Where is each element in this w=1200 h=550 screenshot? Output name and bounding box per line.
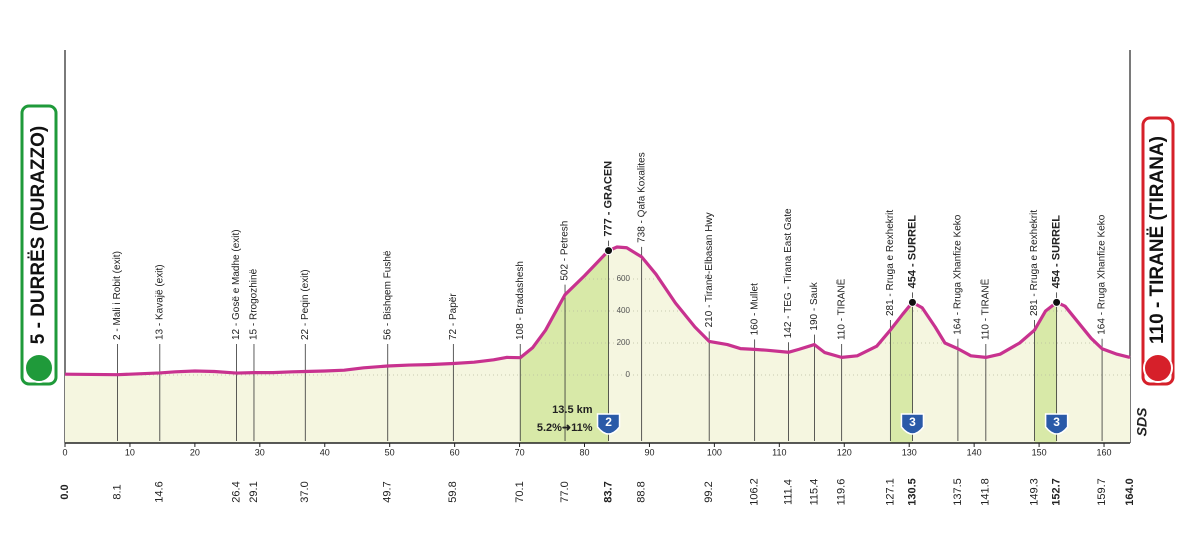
waypoint-km: 152.7 [1051, 478, 1063, 506]
category-badge [596, 413, 621, 435]
start-label: 5 - DURRËS (DURAZZO) [28, 126, 49, 345]
waypoint-km: 0.0 [59, 484, 71, 499]
waypoint-km: 137.5 [952, 478, 964, 506]
waypoint-label: 72 - Papër [448, 293, 459, 340]
waypoint-km: 49.7 [382, 481, 394, 502]
waypoint-km: 164.0 [1124, 478, 1136, 506]
start-badge [20, 104, 58, 386]
summit-dot [907, 297, 917, 307]
x-tick-label: 130 [902, 447, 917, 457]
waypoint-km: 127.1 [884, 478, 896, 506]
category-badge [900, 413, 925, 435]
waypoint-km: 37.0 [299, 481, 311, 502]
y-tick-label: 400 [617, 306, 631, 315]
x-tick-label: 0 [62, 447, 67, 457]
waypoint-km: 141.8 [980, 478, 992, 506]
waypoint-label: 12 - Gosë e Madhe (exit) [231, 229, 242, 340]
waypoint-km: 26.4 [230, 481, 242, 502]
waypoint-km: 115.4 [808, 479, 820, 506]
waypoint-label: 56 - Bishqem Fushë [382, 250, 393, 340]
waypoint-label: 110 - TIRANË [835, 278, 847, 340]
climb-area [1034, 302, 1057, 443]
waypoint-km: 8.1 [112, 484, 124, 499]
x-tick-label: 10 [125, 447, 135, 457]
waypoint-km: 14.6 [154, 481, 166, 502]
x-tick-label: 70 [515, 447, 525, 457]
x-tick-label: 40 [320, 447, 330, 457]
waypoint-km: 111.4 [782, 479, 794, 505]
waypoint-km: 99.2 [703, 481, 715, 502]
waypoint-km: 130.5 [906, 478, 918, 506]
waypoint-km: 59.8 [447, 481, 459, 502]
x-tick-label: 90 [644, 447, 654, 457]
y-tick-label: 0 [626, 370, 631, 379]
top-layer [64, 245, 1131, 377]
x-tick-label: 110 [772, 447, 786, 457]
waypoint-label: 2 - Mali i Robit (exit) [112, 251, 123, 340]
waypoint-km: 83.7 [602, 481, 614, 502]
waypoint-label: 142 - TEG - Tirana East Gate [783, 208, 794, 338]
category-label: 3 [1053, 415, 1060, 429]
x-tick-label: 150 [1032, 447, 1047, 457]
finish-badge [1141, 116, 1175, 386]
summit-dot [1052, 297, 1062, 307]
x-tick-label: 140 [967, 447, 982, 457]
waypoint-label: 210 - Tiranë-Elbasan Hwy [704, 212, 715, 327]
waypoint-label: 502 - Petresh [560, 221, 571, 281]
start-icon [24, 353, 54, 383]
x-tick-label: 120 [837, 447, 852, 457]
waypoint-label: 190 - Sauk [809, 281, 820, 330]
waypoint-label: 777 - GRACEN [602, 161, 614, 237]
waypoint-label: 15 - Rrogozhinë [249, 268, 260, 340]
finish-label: 110 - TIRANË (TIRANA) [1147, 136, 1168, 344]
climb-area [520, 250, 609, 443]
waypoint-km: 149.3 [1028, 478, 1040, 506]
waypoint-label: 22 - Peqin (exit) [300, 269, 311, 340]
profile-line [64, 245, 1131, 377]
x-tick-label: 20 [190, 447, 200, 457]
x-tick-label: 50 [385, 447, 395, 457]
waypoint-label: 160 - Mullet [749, 283, 760, 335]
waypoint-km: 159.7 [1096, 478, 1108, 506]
y-tick-label: 200 [617, 338, 631, 347]
waypoint-label: 108 - Bradashesh [515, 261, 526, 340]
waypoint-label: 164 - Rruga Xhanfize Keko [953, 214, 964, 335]
waypoint-label: 738 - Qafa Koxalites [636, 152, 647, 243]
x-tick-label: 160 [1097, 447, 1112, 457]
climb-gradient: 5.2%➜11% [537, 422, 593, 434]
waypoint-label: 281 - Rruga e Rexhekrit [1029, 210, 1040, 316]
waypoint-km: 119.6 [836, 479, 848, 506]
climb-area [890, 302, 913, 443]
waypoint-label: 454 - SURREL [1051, 215, 1063, 289]
climb-length: 13.5 km [552, 404, 593, 416]
category-badge [1044, 413, 1069, 435]
category-label: 3 [909, 415, 916, 429]
waypoint-km: 77.0 [559, 481, 571, 502]
area-layer: 0 200 400 600 [65, 240, 1130, 443]
y-tick-label: 600 [617, 274, 631, 283]
x-tick-label: 30 [255, 447, 265, 457]
waypoint-label: 110 - TIRANË [979, 278, 991, 340]
summit-dot [604, 246, 614, 256]
waypoint-label: 454 - SURREL [906, 215, 918, 289]
x-tick-label: 80 [580, 447, 590, 457]
category-label: 2 [605, 415, 612, 429]
waypoint-km: 29.1 [248, 481, 260, 502]
waypoint-km: 88.8 [636, 481, 648, 502]
waypoint-km: 106.2 [749, 478, 761, 506]
waypoint-label: 164 - Rruga Xhanfize Keko [1097, 214, 1108, 335]
logo: SDS [1134, 407, 1150, 436]
x-tick-label: 100 [707, 447, 722, 457]
x-tick-label: 60 [450, 447, 460, 457]
waypoint-label: 13 - Kavajë (exit) [154, 264, 165, 340]
finish-icon [1143, 353, 1173, 383]
waypoint-label: 281 - Rruga e Rexhekrit [885, 210, 896, 316]
waypoint-km: 70.1 [514, 481, 526, 502]
